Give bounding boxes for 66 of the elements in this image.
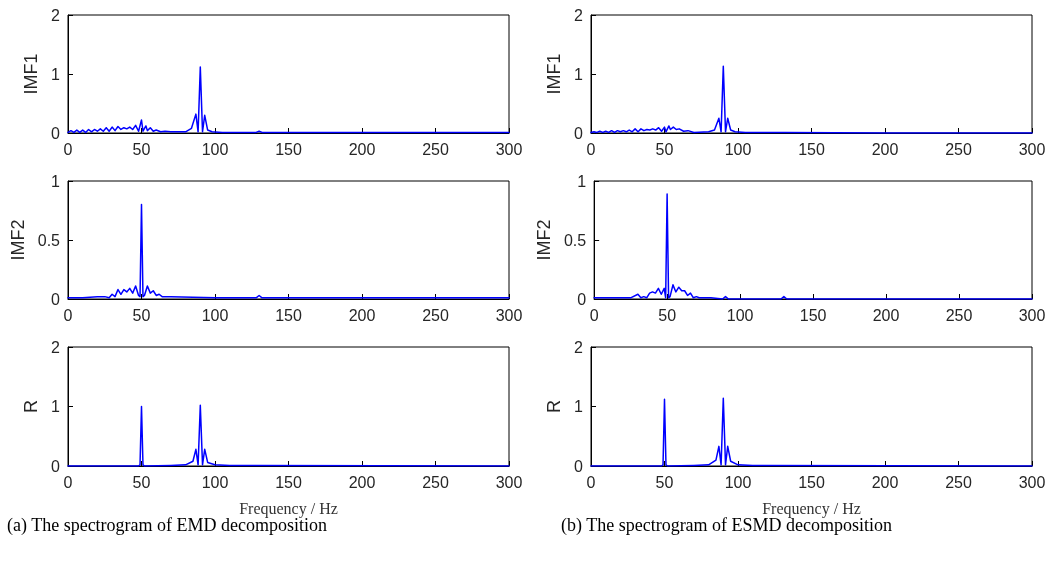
y-tick-label: 0 bbox=[577, 290, 587, 308]
x-tick-label: 300 bbox=[1018, 473, 1046, 491]
x-tick-label: 250 bbox=[422, 473, 449, 491]
y-axis-title: IMF2 bbox=[7, 219, 28, 261]
x-tick-label: 0 bbox=[63, 473, 73, 491]
y-tick-label: 2 bbox=[51, 6, 61, 24]
y-axis-title: R bbox=[21, 400, 41, 413]
x-tick-label: 50 bbox=[132, 306, 151, 324]
x-tick-label: 150 bbox=[799, 306, 827, 324]
x-tick-label: 100 bbox=[724, 473, 752, 491]
y-tick-label: 0.5 bbox=[563, 231, 587, 249]
x-tick-label: 50 bbox=[655, 473, 674, 491]
x-tick-label: 200 bbox=[348, 140, 376, 158]
y-tick-label: 0 bbox=[51, 124, 61, 142]
x-axis-title: Frequency / Hz bbox=[239, 499, 338, 518]
y-axis-title: IMF1 bbox=[544, 53, 564, 95]
x-tick-label: 100 bbox=[201, 473, 229, 491]
y-tick-label: 0 bbox=[574, 124, 584, 142]
y-tick-label: 2 bbox=[574, 338, 584, 356]
x-tick-label: 200 bbox=[348, 473, 376, 491]
x-tick-label: 250 bbox=[945, 473, 972, 491]
x-tick-label: 150 bbox=[275, 473, 302, 491]
x-tick-label: 200 bbox=[872, 306, 900, 324]
x-tick-label: 50 bbox=[658, 306, 677, 324]
x-tick-label: 300 bbox=[495, 140, 523, 158]
x-tick-label: 300 bbox=[1018, 306, 1046, 324]
x-tick-label: 50 bbox=[655, 140, 674, 158]
y-tick-label: 0 bbox=[574, 457, 584, 475]
y-tick-label: 1 bbox=[574, 398, 584, 415]
y-tick-label: 1 bbox=[577, 172, 587, 190]
y-tick-label: 1 bbox=[51, 65, 61, 83]
x-tick-label: 100 bbox=[726, 306, 754, 324]
x-tick-label: 250 bbox=[422, 306, 449, 324]
x-tick-label: 300 bbox=[495, 306, 523, 324]
x-tick-label: 200 bbox=[348, 306, 376, 324]
x-tick-label: 250 bbox=[945, 306, 973, 324]
x-tick-label: 150 bbox=[275, 140, 302, 158]
x-tick-label: 0 bbox=[589, 306, 599, 324]
x-tick-label: 200 bbox=[871, 473, 899, 491]
y-tick-label: 1 bbox=[51, 172, 61, 190]
x-tick-label: 150 bbox=[275, 306, 302, 324]
y-tick-label: 0.5 bbox=[37, 231, 61, 249]
y-tick-label: 0 bbox=[51, 457, 61, 475]
y-axis-title: IMF2 bbox=[534, 219, 554, 261]
y-tick-label: 1 bbox=[51, 398, 61, 415]
x-axis-title: Frequency / Hz bbox=[762, 499, 861, 518]
x-tick-label: 0 bbox=[63, 140, 73, 158]
x-tick-label: 50 bbox=[132, 473, 151, 491]
x-tick-label: 100 bbox=[201, 306, 229, 324]
x-tick-label: 250 bbox=[422, 140, 449, 158]
x-tick-label: 150 bbox=[798, 140, 825, 158]
x-tick-label: 100 bbox=[724, 140, 752, 158]
y-axis-title: IMF1 bbox=[21, 53, 41, 95]
y-tick-label: 2 bbox=[574, 6, 584, 24]
x-tick-label: 300 bbox=[495, 473, 523, 491]
x-tick-label: 200 bbox=[871, 140, 899, 158]
x-tick-label: 50 bbox=[132, 140, 151, 158]
x-tick-label: 300 bbox=[1018, 140, 1046, 158]
x-tick-label: 100 bbox=[201, 140, 229, 158]
x-tick-label: 150 bbox=[798, 473, 825, 491]
y-tick-label: 0 bbox=[51, 290, 61, 308]
x-tick-label: 0 bbox=[63, 306, 73, 324]
y-tick-label: 1 bbox=[574, 65, 584, 83]
x-tick-label: 250 bbox=[945, 140, 972, 158]
y-tick-label: 2 bbox=[51, 338, 61, 356]
y-axis-title: R bbox=[544, 400, 564, 413]
